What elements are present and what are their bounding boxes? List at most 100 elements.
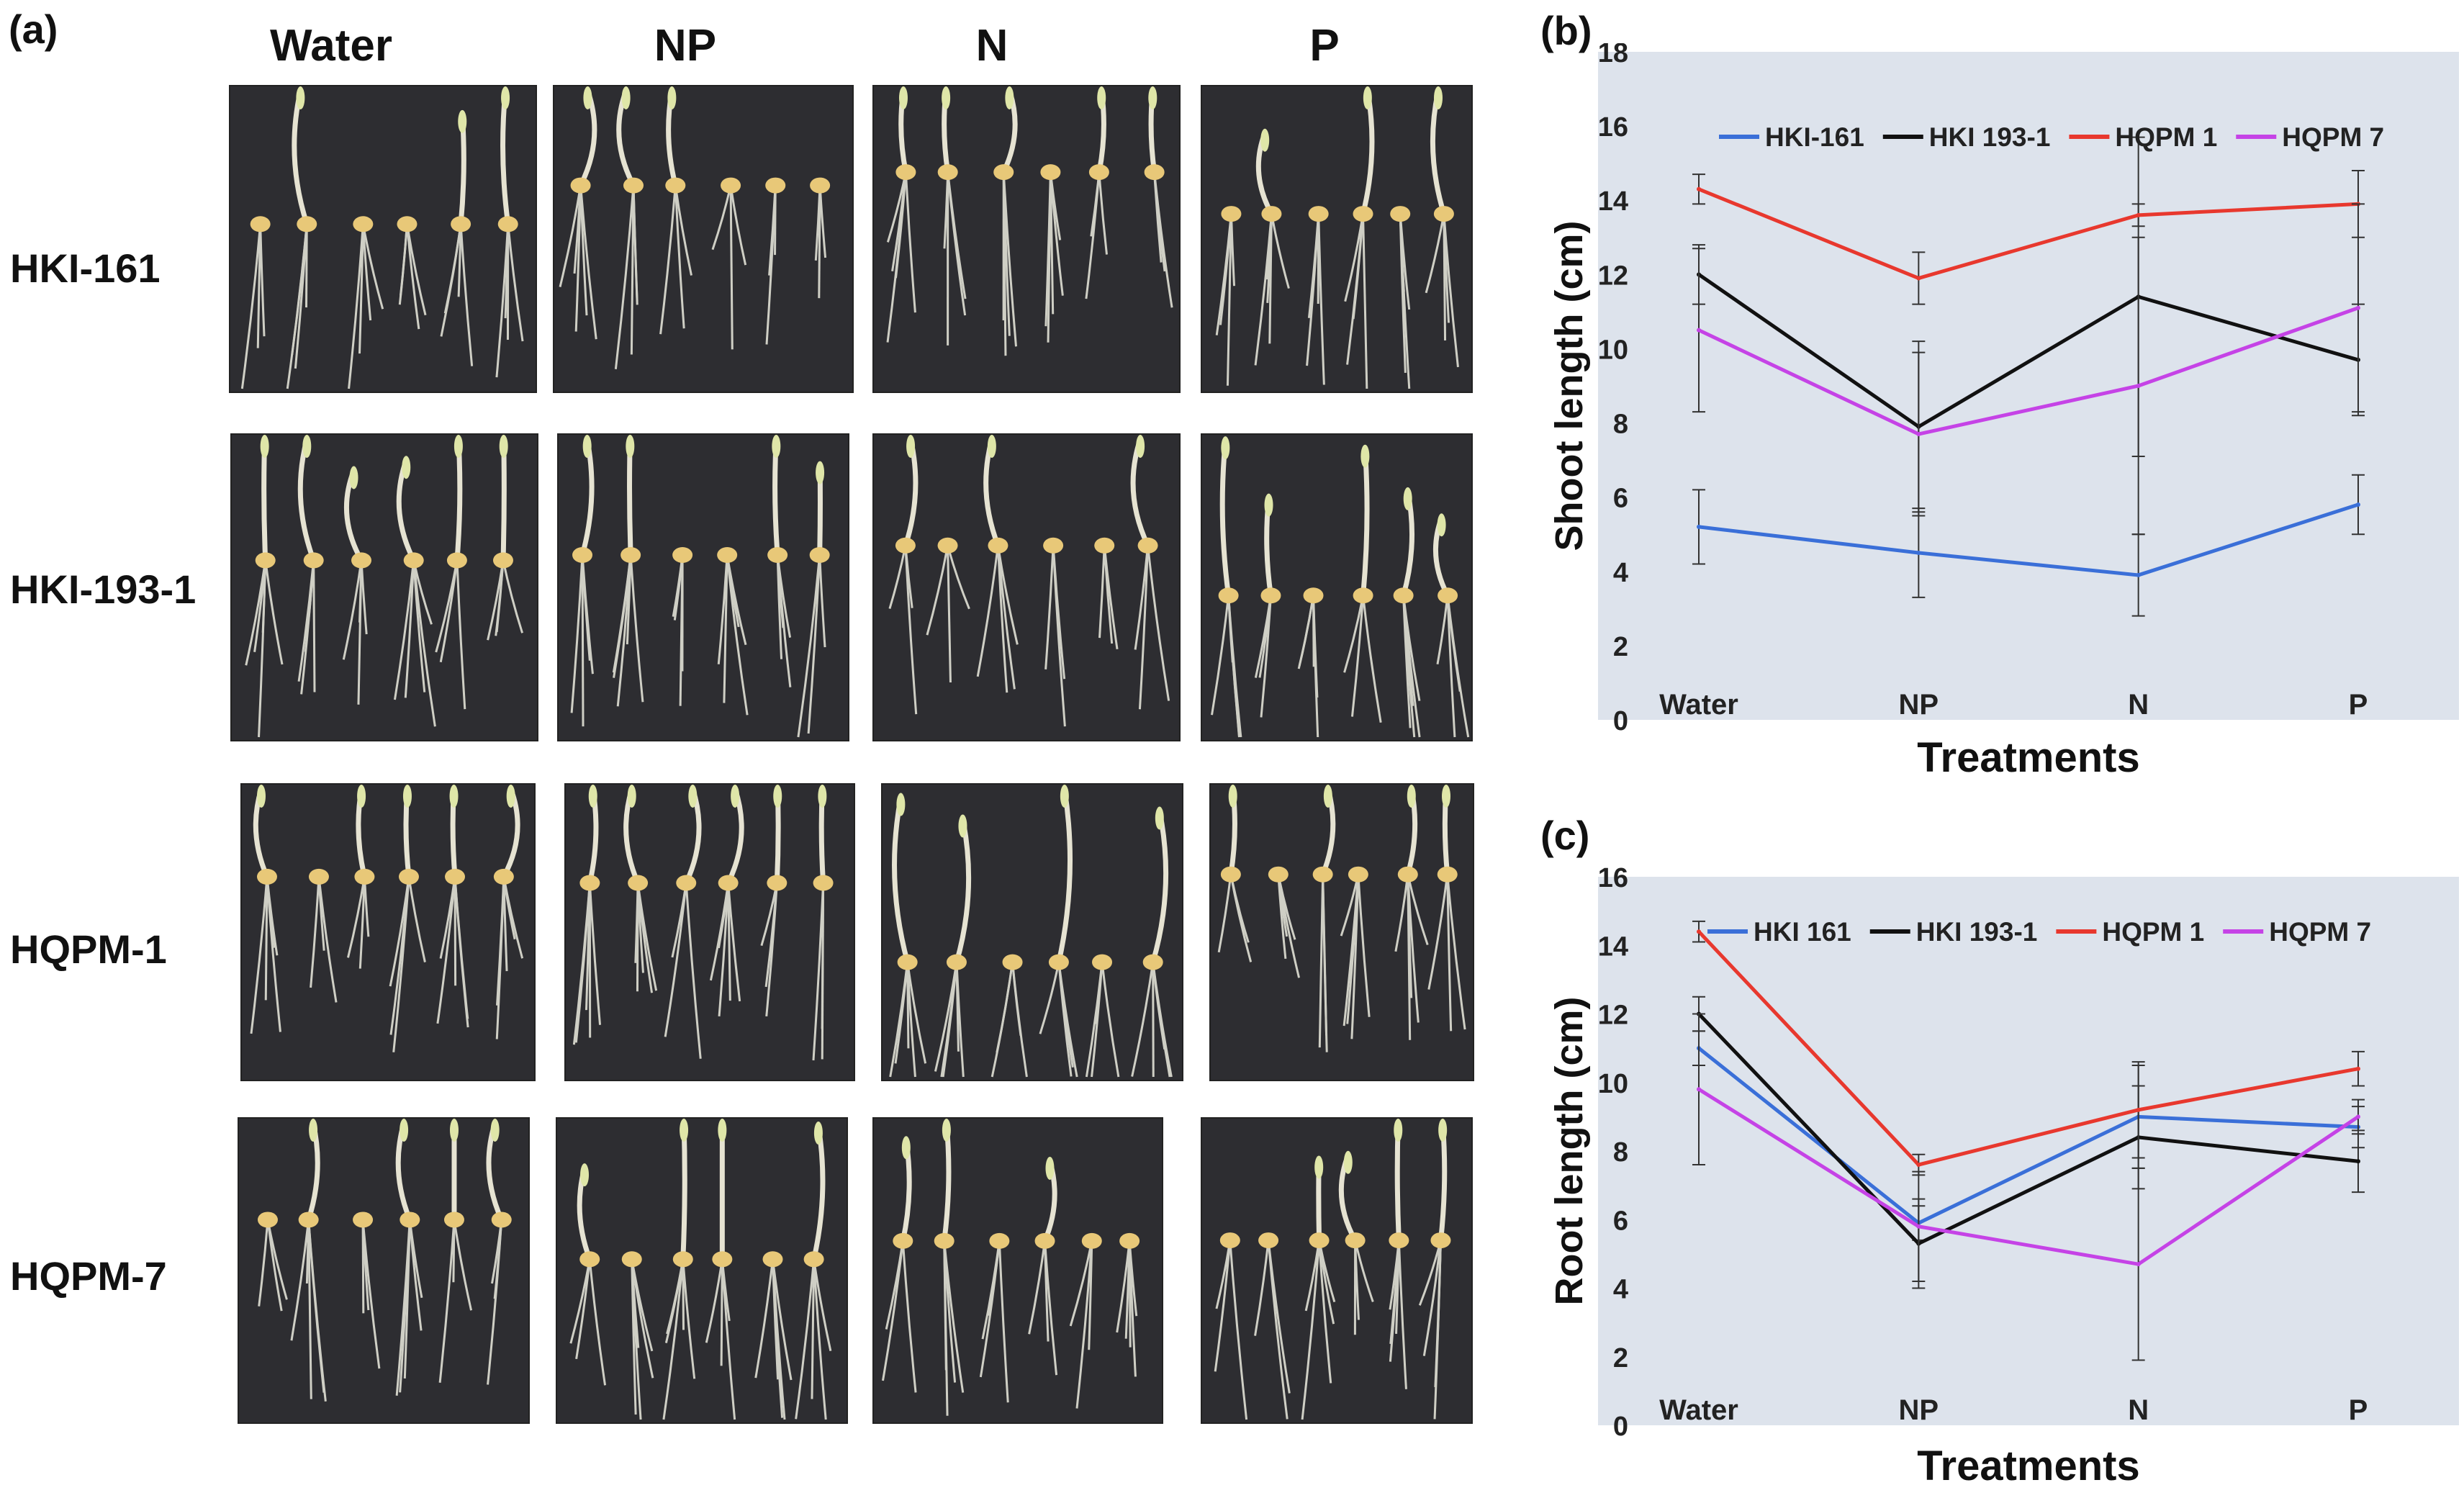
- root: [767, 186, 775, 345]
- root: [400, 224, 407, 295]
- leaf-tip: [942, 1119, 951, 1142]
- seedling: [258, 1212, 286, 1311]
- seedling: [1345, 445, 1381, 723]
- plot-area: [1598, 877, 2459, 1425]
- seed: [399, 869, 419, 885]
- root: [667, 1259, 683, 1334]
- seed: [492, 1212, 512, 1227]
- seedling: [394, 456, 435, 726]
- seedling: [1219, 785, 1250, 962]
- root: [1352, 595, 1363, 716]
- seedling: [1420, 1119, 1450, 1419]
- seed: [1260, 587, 1281, 603]
- leaf-tip: [1265, 494, 1273, 517]
- root: [1396, 875, 1408, 952]
- seedling: [661, 86, 692, 334]
- seedling: [993, 86, 1016, 356]
- seedling: [292, 1119, 325, 1402]
- root: [631, 555, 643, 702]
- seed: [1138, 538, 1158, 554]
- seed: [498, 216, 518, 232]
- root: [1363, 214, 1367, 389]
- root: [943, 962, 957, 1077]
- seedling: [890, 793, 926, 1077]
- seed: [804, 1251, 824, 1267]
- leaf-tip: [667, 86, 676, 109]
- root: [441, 560, 457, 662]
- y-tick-label: 10: [1598, 1069, 1628, 1099]
- shoot: [957, 818, 969, 962]
- leaf-tip: [1363, 86, 1372, 109]
- seed: [353, 216, 373, 232]
- leaf-tip: [773, 785, 782, 808]
- seed: [988, 538, 1008, 554]
- seed: [1145, 164, 1165, 180]
- seedling: [717, 547, 747, 715]
- leaf-tip: [816, 461, 824, 484]
- root: [251, 877, 267, 1034]
- root: [314, 560, 315, 692]
- seed: [763, 1251, 783, 1267]
- root: [1299, 595, 1313, 669]
- column-header-n: N: [848, 20, 1136, 71]
- seedling-drawing: [872, 433, 1181, 741]
- seed: [620, 547, 641, 563]
- root: [999, 1241, 1008, 1402]
- root: [1302, 1240, 1319, 1420]
- seed: [1082, 1233, 1102, 1249]
- leaf-tip: [1404, 487, 1412, 510]
- leaf-tip: [302, 435, 311, 458]
- seedling: [1389, 1119, 1409, 1389]
- seed: [717, 547, 737, 563]
- seedling: [497, 86, 523, 377]
- leaf-tip: [818, 785, 826, 808]
- root: [713, 186, 731, 250]
- row-header-hqpm-7: HQPM-7: [10, 1253, 167, 1299]
- seed: [1313, 867, 1333, 883]
- root: [1231, 214, 1234, 286]
- seed: [1035, 1233, 1055, 1249]
- seedling: [1426, 86, 1458, 367]
- root: [948, 546, 970, 609]
- seedling: [1341, 1151, 1373, 1335]
- leaf-tip: [1136, 435, 1145, 458]
- root: [410, 1219, 421, 1330]
- seedling-drawing: [1201, 85, 1473, 393]
- seed: [1221, 867, 1241, 883]
- panel-label-a: (a): [9, 6, 58, 53]
- x-tick-label: NP: [1899, 689, 1939, 721]
- leaf-tip: [500, 435, 508, 458]
- shoot: [1222, 441, 1228, 595]
- seedling-photo: [240, 783, 536, 1081]
- legend-label: HKI 193-1: [1916, 917, 2038, 947]
- seedling: [1255, 129, 1289, 366]
- seedling: [1268, 867, 1299, 978]
- leaf-tip: [1324, 785, 1332, 808]
- seedling: [436, 435, 467, 709]
- root: [454, 1219, 471, 1310]
- seed: [1353, 587, 1373, 603]
- leaf-tip: [357, 785, 366, 808]
- root: [683, 1259, 695, 1379]
- seedling: [1341, 867, 1369, 1039]
- data-point: [1697, 328, 1701, 333]
- root: [997, 962, 1013, 1053]
- data-point: [2136, 573, 2141, 577]
- seed: [1394, 587, 1414, 603]
- seed: [628, 875, 648, 891]
- seed: [810, 178, 830, 194]
- seedling: [349, 216, 383, 389]
- seed: [397, 216, 417, 232]
- leaf-tip: [350, 466, 358, 489]
- data-point: [1697, 187, 1701, 191]
- root: [798, 555, 820, 737]
- seed: [721, 178, 741, 194]
- seedling: [706, 1119, 734, 1420]
- seedling: [441, 110, 472, 366]
- seedling-photo: [881, 783, 1183, 1081]
- leaf-tip: [583, 86, 592, 109]
- data-point: [2356, 1067, 2360, 1071]
- x-tick-label: N: [2128, 1394, 2149, 1426]
- leaf-tip: [1221, 436, 1229, 459]
- seed: [1268, 867, 1289, 883]
